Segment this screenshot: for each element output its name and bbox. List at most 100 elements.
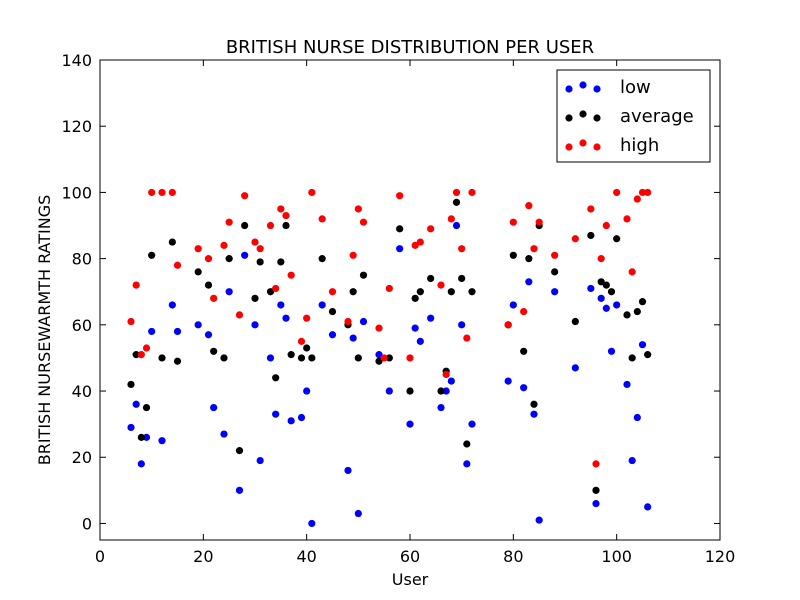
data-point-low [132,400,140,408]
x-tick-label: 100 [601,547,632,566]
data-point-low [597,294,605,302]
x-tick-label: 80 [503,547,523,566]
data-point-high [142,344,151,352]
data-point-average [354,354,362,362]
data-point-low [504,377,512,385]
data-point-high [256,245,264,253]
legend-marker [565,143,573,151]
data-point-average [385,354,393,362]
data-point-high [328,288,337,296]
data-point-low [272,410,280,418]
data-point-high [272,284,280,293]
data-point-high [204,255,213,263]
data-point-low [194,321,202,329]
data-point-low [442,387,450,395]
series-high [127,188,652,468]
data-point-high [375,324,383,332]
data-point-average [287,351,295,359]
data-point-low [535,516,543,524]
data-point-high [220,241,228,249]
data-point-low [602,304,610,312]
legend-item-low: low [565,77,651,98]
data-point-high [158,188,166,197]
data-point-high [225,218,233,226]
y-tick-label: 0 [82,514,92,533]
data-point-high [571,235,579,243]
data-point-average [530,400,538,408]
data-point-average [551,268,559,276]
data-point-average [148,251,156,259]
data-point-high [318,215,326,223]
data-point-high [458,245,466,253]
data-point-low [613,301,621,309]
data-point-low [411,324,419,332]
data-point-low [349,334,357,342]
data-point-high [437,281,445,289]
data-point-low [266,354,275,362]
data-point-high [168,188,176,197]
data-point-low [318,301,326,309]
legend-marker [565,85,573,93]
data-point-average [437,387,445,395]
data-points [127,188,652,528]
data-point-average [396,225,404,233]
data-point-high [592,460,600,468]
data-point-average [282,221,290,230]
legend-marker [579,81,587,89]
data-point-low [148,327,156,336]
data-point-low [210,403,218,412]
data-point-high [235,311,244,319]
data-point-low [251,321,259,329]
data-point-average [318,255,326,263]
data-point-high [644,188,652,197]
legend-label: low [620,77,651,98]
data-point-low [277,301,285,309]
data-point-average [328,307,337,316]
data-point-low [173,327,182,336]
data-point-high [344,317,352,326]
data-point-low [354,509,362,518]
data-point-average [272,374,280,382]
data-point-low [158,437,166,445]
data-point-low [525,278,533,286]
data-point-low [241,251,249,259]
x-tick-label: 60 [400,547,420,566]
data-point-average [587,231,595,240]
data-point-low [287,417,295,425]
data-point-average [525,255,533,263]
y-axis-label: BRITISH NURSEWARMTH RATINGS [35,195,54,466]
legend-marker [579,110,587,118]
legend-label: average [620,106,694,127]
data-point-low [571,364,579,372]
data-point-high [525,202,533,210]
data-point-high [535,218,543,226]
data-point-average [349,288,357,296]
data-point-average [235,447,244,455]
data-point-low [406,420,414,428]
data-point-high [447,215,455,223]
data-point-average [623,311,631,319]
data-point-average [416,288,424,296]
legend: low average high [556,69,711,163]
data-point-average [359,271,368,279]
data-point-low [168,301,176,309]
data-point-high [385,284,393,293]
data-point-high [137,351,145,359]
y-tick-label: 60 [72,316,92,335]
data-point-low [282,314,290,322]
data-point-low [204,331,213,339]
data-point-high [406,354,414,362]
data-point-low [633,413,641,422]
data-point-average [633,307,641,316]
data-point-low [644,503,652,511]
data-point-high [452,188,461,197]
data-point-average [458,274,466,283]
data-point-average [406,387,414,395]
legend-item-high: high [565,135,659,156]
data-point-high [638,188,647,197]
x-tick-label: 20 [193,547,213,566]
data-point-average [468,288,476,296]
legend-label: high [620,135,659,156]
data-point-high [359,218,368,226]
data-point-low [458,321,466,329]
